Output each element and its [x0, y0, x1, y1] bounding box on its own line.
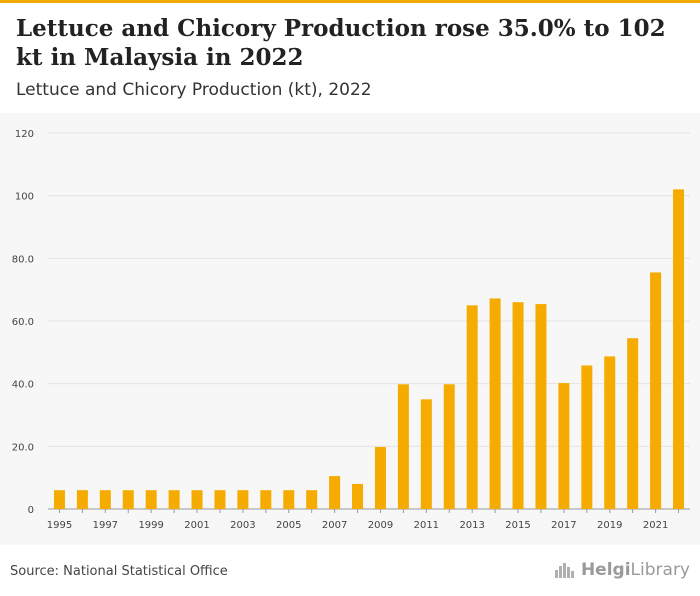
logo-text: Library — [630, 560, 690, 580]
bar-2019 — [604, 356, 616, 509]
y-tick-label-40: 40.0 — [12, 380, 34, 391]
top-accent-bar — [0, 0, 700, 3]
bar-2022 — [673, 189, 685, 509]
y-tick-label-120: 120 — [15, 129, 34, 140]
y-tick-label-100: 100 — [15, 192, 34, 203]
bar-2021 — [650, 272, 662, 509]
y-tick-label-0: 0 — [28, 505, 34, 516]
helgi-library-logo: Helgi Library — [554, 560, 690, 580]
bar-2015 — [512, 302, 524, 509]
y-tick-label-60: 60.0 — [12, 317, 34, 328]
bar-2002 — [214, 490, 226, 509]
bar-2003 — [237, 490, 249, 509]
bar-2005 — [283, 490, 295, 509]
plot-area: 0 20.0 40.0 60.0 80.0 100 120 1995 1997 1999 2001 2… — [0, 113, 700, 545]
x-tick-label-2001: 2001 — [184, 520, 209, 531]
x-tick-label-2003: 2003 — [230, 520, 255, 531]
bar-2011 — [420, 399, 432, 509]
y-tick-label-20: 20.0 — [12, 442, 34, 453]
x-tick-label-2021: 2021 — [643, 520, 668, 531]
bar-2010 — [397, 384, 409, 509]
logo-text-bold: Helgi — [580, 560, 631, 580]
x-tick-label-1997: 1997 — [93, 520, 118, 531]
bar-2013 — [466, 305, 478, 509]
bar-2012 — [443, 384, 455, 509]
bar-1999 — [145, 490, 157, 509]
x-tick-label-2013: 2013 — [459, 520, 484, 531]
bar-1996 — [76, 490, 88, 509]
bar-2018 — [581, 365, 593, 509]
chart-subtitle: Lettuce and Chicory Production (kt), 202… — [16, 80, 372, 100]
chart-title: Lettuce and Chicory Production rose 35.0… — [16, 15, 666, 71]
footer: Source: National Statistical Office Helg… — [0, 545, 700, 596]
bar-2014 — [489, 298, 501, 509]
city-skyline-icon — [554, 563, 574, 578]
y-tick-label-80: 80.0 — [12, 254, 34, 265]
bar-1997 — [99, 490, 111, 509]
bar-2006 — [306, 490, 318, 509]
x-tick-label-2007: 2007 — [322, 520, 347, 531]
bar-2001 — [191, 490, 203, 509]
bar-2020 — [627, 338, 639, 509]
source-note: Source: National Statistical Office — [10, 564, 228, 579]
x-tick-label-2015: 2015 — [505, 520, 530, 531]
bar-2008 — [352, 483, 364, 509]
bar-2007 — [329, 476, 341, 509]
bar-2016 — [535, 304, 547, 509]
x-tick-label-2005: 2005 — [276, 520, 301, 531]
x-tick-label-1995: 1995 — [47, 520, 72, 531]
bar-2017 — [558, 383, 570, 509]
bar-2009 — [374, 446, 386, 509]
x-tick-label-2009: 2009 — [368, 520, 393, 531]
bar-1998 — [122, 490, 134, 509]
x-tick-label-1999: 1999 — [138, 520, 163, 531]
x-tick-label-2011: 2011 — [414, 520, 439, 531]
x-tick-label-2019: 2019 — [597, 520, 622, 531]
bar-chart: 0 20.0 40.0 60.0 80.0 100 120 1995 1997 1999 2001 2… — [12, 129, 690, 531]
bar-2000 — [168, 490, 180, 509]
x-tick-label-2017: 2017 — [551, 520, 576, 531]
bar-2004 — [260, 490, 272, 509]
bar-1995 — [53, 490, 65, 509]
